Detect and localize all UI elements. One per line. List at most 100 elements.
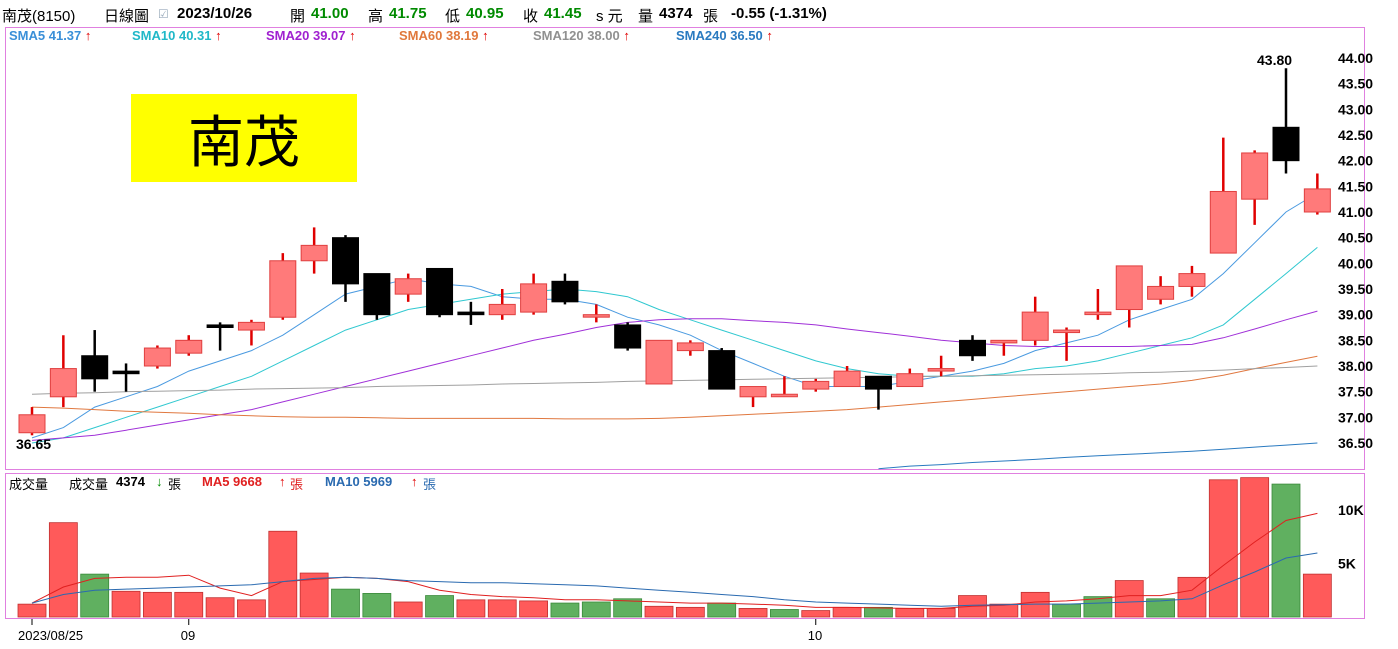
volume-bar [989,603,1019,618]
volume-bar [1052,603,1081,618]
candle-body [1147,285,1175,300]
candle-body [81,355,109,380]
candle-body [1115,265,1143,311]
candle-body [1178,273,1206,287]
candle-body [426,267,454,316]
candle-body [457,311,485,316]
candle-body [237,321,265,331]
volume-bar [393,601,423,618]
price-tick-label: 39.50 [1338,281,1373,297]
unit-label: s 元 [596,8,623,25]
volume-bar [205,597,235,618]
volume-bar [142,591,172,618]
price-tick-label: 39.00 [1338,307,1373,323]
arrow-up-icon: ↑ [623,28,630,43]
sma-legend-item: SMA120 38.00 ↑ [533,28,630,43]
candle-body [143,347,171,367]
candle-body [300,244,328,262]
volume-unit: 張 [703,8,719,25]
price-tick-label: 42.50 [1338,127,1373,143]
arrow-up-icon: ↑ [349,28,356,43]
candle-body [1084,311,1112,316]
quote-header: 南茂(8150) 日線圖 ☑ 2023/10/26 開 41.00 高 41.7… [0,0,1398,28]
volume-ma10-unit: 張 [423,477,437,492]
candle-body [1209,190,1237,254]
arrow-up-icon: ↑ [482,28,489,43]
price-tick-label: 40.00 [1338,255,1373,271]
checkbox-icon[interactable]: ☑ [158,7,169,21]
candle-body [1021,311,1049,341]
sma-line-sma20 [31,310,1318,441]
chart-kind: 日線圖 [104,8,150,25]
volume-bar [675,606,705,618]
price-tick-label: 36.50 [1338,435,1373,451]
volume-bar [864,606,893,618]
candle-body [708,350,736,390]
volume-bar [1208,479,1238,618]
close-label: 收 [523,8,539,25]
price-tick-label: 41.00 [1338,204,1373,220]
volume-bar [801,610,831,618]
candle-body [676,342,704,352]
volume-bar [1302,573,1332,618]
price-tick-label: 41.50 [1338,178,1373,194]
volume-bar [1114,580,1144,618]
date-axis [0,620,1398,649]
volume-bar [613,598,643,618]
candle-body [833,370,861,388]
volume-legend-unit: 張 [168,477,182,492]
price-tick-label: 38.50 [1338,332,1373,348]
candle-body [206,324,234,328]
volume-bar [80,573,110,618]
volume-bar [926,608,956,618]
candle-body [896,373,924,388]
volume-bar [519,600,548,618]
sma-line-sma60 [31,355,1318,420]
candle-body [1053,329,1081,334]
volume-ma10-line [31,552,1318,607]
price-tick-label: 40.50 [1338,230,1373,246]
high-label: 高 [368,8,384,25]
volume-bar [487,599,517,618]
volume-value: 4374 [659,5,693,22]
candle-body [927,368,955,372]
price-tick-label: 38.00 [1338,358,1373,374]
volume-bar [1177,576,1207,618]
volume-ma10-legend: MA10 5969 [325,474,393,489]
max-price-label: 43.80 [1257,52,1292,68]
min-price-label: 36.65 [16,436,51,452]
arrow-up-icon: ↑ [766,28,773,43]
volume-ma5-unit: 張 [290,477,304,492]
price-tick-label: 42.00 [1338,153,1373,169]
volume-tick-label: 5K [1338,555,1356,571]
open-label: 開 [290,8,306,25]
volume-bar [111,590,141,618]
candle-body [864,375,892,390]
candle-body [802,380,830,390]
candle-body [1272,126,1300,162]
candle-body [739,386,767,398]
volume-bar [770,609,799,618]
volume-bar [1146,598,1175,618]
candle-body [959,339,986,357]
volume-bar [48,522,78,618]
candle-body [175,339,203,354]
volume-bar [174,591,204,618]
volume-bar [832,606,862,618]
quote-date: 2023/10/26 [177,5,253,22]
low-label: 低 [445,8,461,25]
arrow-up-icon: ↑ [279,474,286,489]
sma-line-sma120 [31,365,1318,395]
sma-legend-item: SMA10 40.31 ↑ [132,28,222,43]
volume-panel-title: 成交量 [9,477,49,492]
sma-line-sma240 [878,442,1318,470]
candle-body [645,339,673,385]
volume-label: 量 [638,8,654,25]
candle-body [614,324,642,349]
volume-bar [581,601,611,618]
volume-bar [1083,596,1113,618]
volume-bar [331,588,360,618]
volume-bar [1271,483,1301,618]
volume-ma5-line [31,512,1318,609]
